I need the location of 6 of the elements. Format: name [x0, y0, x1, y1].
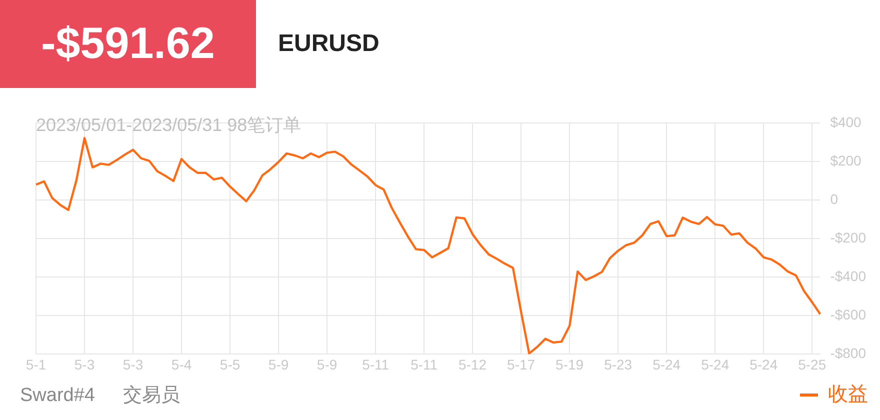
legend-label: 收益 [828, 384, 868, 406]
chart-title: EURUSD [278, 30, 380, 58]
text: 交易员 [123, 385, 180, 406]
text: Sward#4 [20, 385, 95, 406]
chart-subtitle: 2023/05/01-2023/05/31 98笔订单 [36, 114, 302, 137]
text: -$591.62 [0, 0, 256, 88]
